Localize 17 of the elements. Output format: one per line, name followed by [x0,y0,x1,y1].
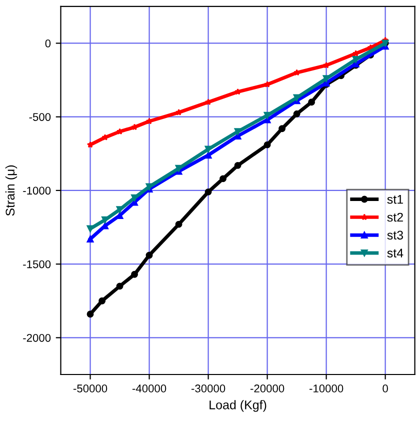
x-tick-label: -20000 [250,384,284,392]
legend-label: st3 [387,230,404,240]
y-tick-label: -2000 [23,334,51,342]
y-tick-label: -500 [29,113,51,121]
y-axis-title: Strain (μ) [5,165,18,216]
x-tick-label: -40000 [132,384,166,392]
y-tick-label: -1500 [23,260,51,268]
legend-label: st2 [387,212,403,222]
legend-label: st4 [387,248,404,258]
y-tick-label: -1000 [23,186,51,195]
x-tick-label: 0 [382,384,388,392]
x-axis-title: Load (Kgf) [210,400,266,412]
x-tick-label: -10000 [309,384,344,392]
x-tick-label: -30000 [191,384,226,392]
legend-label: st1 [387,195,403,204]
y-tick-label: 0 [45,39,51,48]
x-tick-label: -50000 [73,384,108,392]
